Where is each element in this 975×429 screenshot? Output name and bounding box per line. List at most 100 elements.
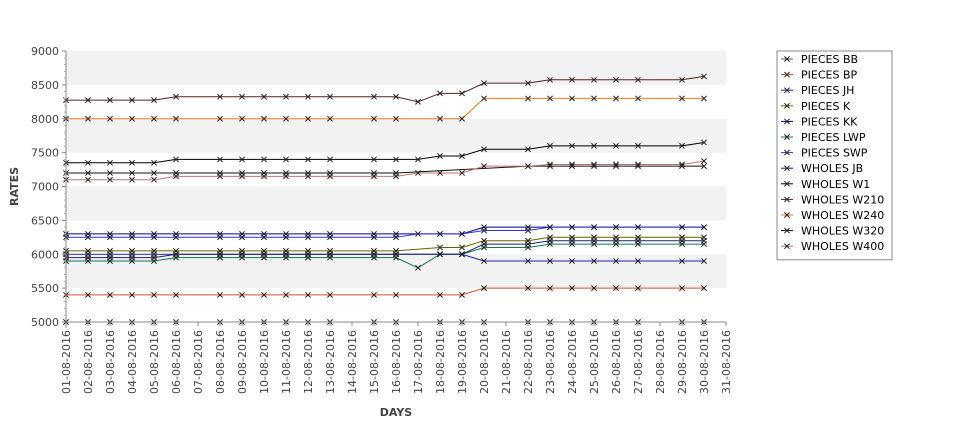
data-point-wholes-w240 xyxy=(239,115,245,122)
data-point-wholes-w400 xyxy=(481,163,487,170)
data-point-wholes-w210 xyxy=(569,76,575,83)
series-markers xyxy=(63,73,707,325)
data-point-wholes-w320 xyxy=(129,169,135,176)
x-tick-label: 15-08-2016 xyxy=(368,330,381,394)
data-point-wholes-w210 xyxy=(437,90,443,97)
data-point-pieces-swp xyxy=(85,234,91,241)
data-point-wholes-w210 xyxy=(613,76,619,83)
y-tick-label: 6000 xyxy=(31,248,59,261)
data-point-wholes-w400 xyxy=(327,173,333,180)
data-point-pieces-swp xyxy=(481,227,487,234)
data-point-pieces-bp xyxy=(371,291,377,298)
data-point-pieces-bp xyxy=(613,285,619,292)
data-point-pieces-swp xyxy=(393,234,399,241)
series-line-pieces-lwp xyxy=(66,243,704,269)
legend-marker-pieces-lwp xyxy=(784,134,790,140)
legend-label-wholes-w400: WHOLES W400 xyxy=(801,240,884,253)
x-tick-label: 05-08-2016 xyxy=(148,330,161,394)
data-point-pieces-swp xyxy=(459,230,465,237)
legend-marker-pieces-bp xyxy=(784,71,790,78)
data-point-wholes-w400 xyxy=(129,176,135,183)
x-tick-label: 04-08-2016 xyxy=(126,330,139,394)
data-point-wholes-w210 xyxy=(371,93,377,100)
x-axis-ticks: 01-08-2016 02-08-2016 03-08-2016 04-08-2016… xyxy=(60,322,733,394)
data-point-wholes-w1 xyxy=(613,142,619,149)
data-point-wholes-w1 xyxy=(481,146,487,153)
data-point-wholes-w400 xyxy=(415,169,421,176)
data-point-pieces-bp xyxy=(107,291,113,298)
x-tick-label: 13-08-2016 xyxy=(324,330,337,394)
data-point-wholes-w240 xyxy=(635,95,641,102)
x-tick-label: 17-08-2016 xyxy=(412,330,425,394)
data-point-wholes-w400 xyxy=(437,169,443,176)
data-point-wholes-w210 xyxy=(283,93,289,100)
data-point-wholes-w210 xyxy=(459,90,465,97)
data-point-wholes-jb xyxy=(701,237,707,244)
data-point-wholes-w320 xyxy=(679,163,685,170)
data-point-wholes-w400 xyxy=(107,176,113,183)
data-point-pieces-swp xyxy=(107,234,113,241)
legend-marker-pieces-kk xyxy=(784,118,790,125)
data-point-wholes-w210 xyxy=(327,93,333,100)
x-tick-label: 10-08-2016 xyxy=(258,330,271,394)
data-point-wholes-w1 xyxy=(261,156,267,163)
x-tick-label: 14-08-2016 xyxy=(346,330,359,394)
data-point-wholes-w240 xyxy=(701,95,707,102)
data-point-wholes-w1 xyxy=(679,142,685,149)
data-point-wholes-jb xyxy=(635,237,641,244)
x-tick-label: 16-08-2016 xyxy=(390,330,403,394)
series-line-wholes-w1 xyxy=(66,141,705,164)
data-point-wholes-w400 xyxy=(547,161,553,168)
data-point-wholes-w400 xyxy=(701,158,707,165)
data-point-wholes-w240 xyxy=(217,115,223,122)
data-point-wholes-w1 xyxy=(239,156,245,163)
data-point-wholes-w1 xyxy=(459,153,465,159)
y-axis-ticks: 5000 5500 6000 6500 7000 7500 8000 8500 9000 xyxy=(31,45,66,329)
data-point-wholes-w1 xyxy=(371,156,377,163)
data-point-wholes-w1 xyxy=(305,156,311,163)
legend-label-pieces-jh: PIECES JH xyxy=(801,84,854,97)
grid-band xyxy=(66,288,726,322)
data-point-wholes-jb xyxy=(283,251,289,258)
data-point-pieces-jh xyxy=(701,258,707,264)
data-point-wholes-w210 xyxy=(85,97,91,104)
data-point-wholes-w400 xyxy=(151,176,157,183)
data-point-pieces-bp xyxy=(679,285,685,292)
data-point-wholes-w1 xyxy=(415,156,421,163)
x-tick-label: 22-08-2016 xyxy=(522,330,535,394)
x-tick-label: 27-08-2016 xyxy=(632,330,645,394)
data-point-pieces-swp xyxy=(569,224,575,231)
grid-band xyxy=(66,186,726,221)
data-point-wholes-w210 xyxy=(701,73,707,80)
y-tick-label: 5500 xyxy=(31,282,59,295)
data-point-pieces-k xyxy=(85,247,91,254)
grid-band xyxy=(66,84,726,119)
data-point-pieces-jh xyxy=(525,258,531,264)
data-point-wholes-w1 xyxy=(547,142,553,149)
data-point-wholes-w240 xyxy=(107,115,113,122)
data-point-wholes-w240 xyxy=(151,115,157,122)
x-tick-label: 25-08-2016 xyxy=(588,330,601,394)
data-point-pieces-bp xyxy=(85,291,91,298)
legend-marker-wholes-w400 xyxy=(784,243,790,250)
data-point-wholes-w400 xyxy=(261,173,267,180)
y-tick-label: 5000 xyxy=(31,316,59,329)
data-point-pieces-k xyxy=(151,247,157,254)
data-point-wholes-jb xyxy=(327,251,333,258)
data-point-wholes-w240 xyxy=(481,95,487,102)
data-point-wholes-w1 xyxy=(591,142,597,149)
data-point-wholes-jb xyxy=(481,241,487,248)
data-point-wholes-w400 xyxy=(591,161,597,168)
data-point-pieces-swp xyxy=(679,224,685,231)
data-point-pieces-swp xyxy=(129,234,135,241)
data-point-wholes-w240 xyxy=(173,115,179,122)
data-point-pieces-k xyxy=(437,244,443,251)
data-point-pieces-bp xyxy=(635,285,641,292)
data-point-wholes-jb xyxy=(107,254,113,261)
legend-label-pieces-lwp: PIECES LWP xyxy=(801,131,866,144)
data-point-wholes-jb xyxy=(371,251,377,258)
data-point-wholes-jb xyxy=(679,237,685,244)
y-tick-label: 8000 xyxy=(31,113,59,126)
data-point-pieces-swp xyxy=(591,224,597,231)
legend-label-wholes-w240: WHOLES W240 xyxy=(801,209,884,222)
